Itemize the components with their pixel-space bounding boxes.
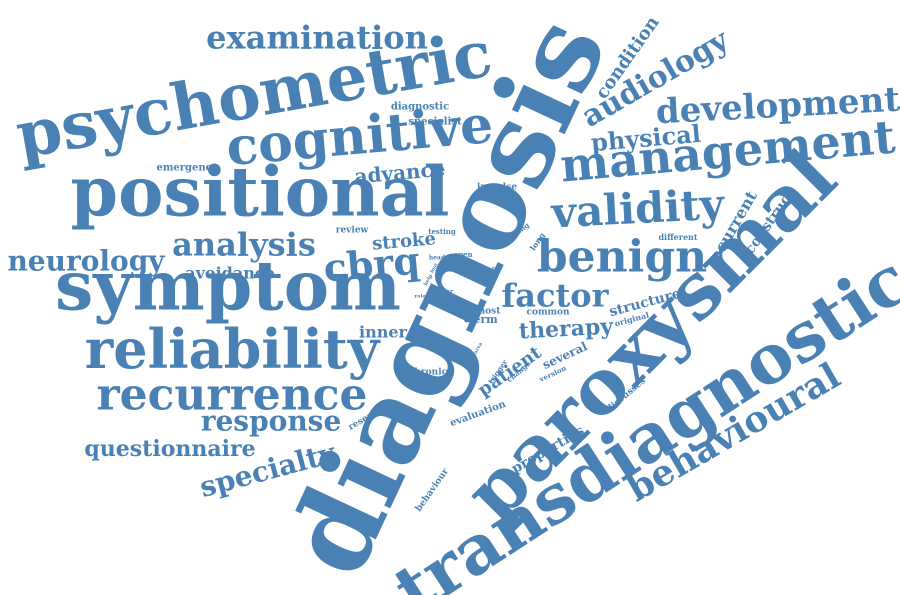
word-cbrq: cbrq — [322, 237, 422, 290]
word-year: year — [438, 289, 454, 296]
word-symptom: symptom — [55, 247, 401, 327]
word-questionnaire: questionnaire — [84, 436, 255, 462]
word-specialist: specialist — [408, 117, 462, 128]
word-analysis: analysis — [172, 226, 316, 264]
word-lost: lost — [429, 262, 440, 275]
word-validity: validity — [549, 179, 727, 237]
word-review: review — [336, 226, 369, 236]
word-common: common — [526, 308, 570, 318]
word-open: open — [453, 250, 472, 259]
word-head: head — [429, 255, 446, 262]
word-impulse: impulse — [477, 183, 517, 193]
word-neurology: neurology — [7, 245, 165, 278]
word-inner: inner — [359, 323, 408, 342]
word-reliability: reliability — [85, 317, 381, 381]
word-different: different — [658, 232, 697, 242]
word-recurrence: recurrence — [96, 370, 367, 421]
word-diagnostic: diagnostic — [391, 102, 449, 113]
word-help: help — [423, 273, 435, 287]
word-positional: positional — [71, 153, 450, 233]
word-role: role — [414, 294, 425, 300]
word-avoidance: avoidance — [185, 264, 275, 283]
word-result: result — [477, 267, 497, 274]
word-therapy: therapy — [518, 313, 615, 344]
word-emergency: emergency — [156, 163, 218, 174]
word-response: response — [201, 405, 342, 438]
word-term: term — [468, 313, 498, 326]
word-factor: factor — [502, 277, 610, 315]
word-scale: scale — [438, 297, 455, 304]
word-examination: examination — [206, 19, 428, 57]
word-benign: benign — [537, 232, 707, 283]
word-testing: testing — [428, 227, 456, 236]
word-most: most — [476, 307, 502, 317]
word-area: area — [473, 341, 485, 355]
word-chronic: chronic — [409, 368, 448, 378]
